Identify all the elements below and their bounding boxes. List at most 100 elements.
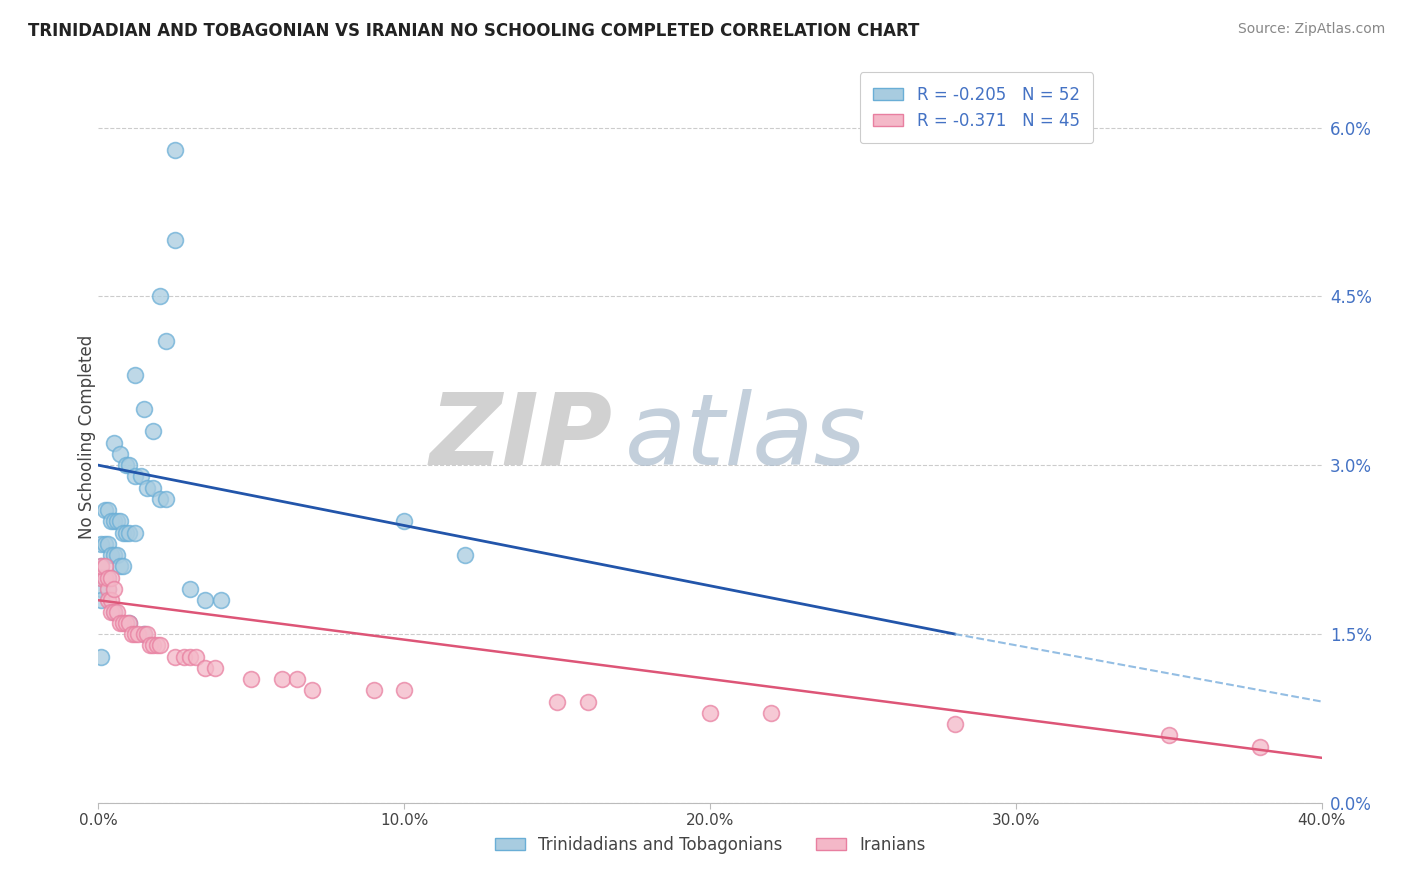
Point [363,683,385,698]
Point [194,661,217,675]
Point [240,672,263,686]
Point [139,638,162,652]
Text: atlas: atlas [624,389,866,485]
Point [108,559,131,574]
Point [93,571,115,585]
Point [103,548,125,562]
Point [103,515,125,529]
Point [90,582,112,596]
Point [576,694,599,708]
Point [90,559,112,574]
Point [179,582,201,596]
Point [118,458,141,473]
Point [155,334,177,349]
Point [111,615,134,630]
Point [103,435,125,450]
Point [127,627,149,641]
Point [186,649,208,664]
Point [108,515,131,529]
Point [145,638,167,652]
Point [136,627,159,641]
Point [100,593,122,607]
Point [93,503,115,517]
Point [392,683,416,698]
Point [93,559,115,574]
Point [270,672,292,686]
Point [100,515,122,529]
Point [111,559,134,574]
Point [115,458,138,473]
Point [90,537,112,551]
Point [134,627,156,641]
Point [97,582,120,596]
Point [149,289,172,303]
Point [1157,728,1180,742]
Point [129,469,152,483]
Point [90,571,112,585]
Point [97,537,120,551]
Point [105,605,128,619]
Point [142,638,165,652]
Point [108,447,131,461]
Point [134,401,156,416]
Point [134,627,156,641]
Point [142,425,165,439]
Text: ZIP: ZIP [429,389,612,485]
Point [97,593,120,607]
Point [759,706,782,720]
Point [118,525,141,540]
Point [103,582,125,596]
Point [142,481,165,495]
Point [90,593,112,607]
Point [392,515,416,529]
Point [285,672,308,686]
Point [118,615,141,630]
Point [124,469,146,483]
Text: Source: ZipAtlas.com: Source: ZipAtlas.com [1237,22,1385,37]
Point [100,605,122,619]
Point [124,525,146,540]
Point [699,706,721,720]
Point [97,571,120,585]
Point [546,694,568,708]
Point [97,503,120,517]
Point [97,571,120,585]
Point [93,571,115,585]
Point [115,615,138,630]
Point [90,559,112,574]
Point [115,525,138,540]
Point [100,571,122,585]
Point [124,368,146,383]
Point [121,627,143,641]
Point [1249,739,1271,754]
Point [100,548,122,562]
Legend: Trinidadians and Tobagonians, Iranians: Trinidadians and Tobagonians, Iranians [488,829,932,860]
Point [97,582,120,596]
Text: TRINIDADIAN AND TOBAGONIAN VS IRANIAN NO SCHOOLING COMPLETED CORRELATION CHART: TRINIDADIAN AND TOBAGONIAN VS IRANIAN NO… [28,22,920,40]
Point [105,548,128,562]
Point [163,143,186,157]
Point [103,605,125,619]
Point [204,661,226,675]
Point [163,233,186,247]
Point [163,649,186,664]
Y-axis label: No Schooling Completed: No Schooling Completed [79,335,96,539]
Point [111,525,134,540]
Point [301,683,323,698]
Point [90,649,112,664]
Point [105,515,128,529]
Point [93,537,115,551]
Point [209,593,232,607]
Point [124,627,146,641]
Point [136,481,159,495]
Point [454,548,477,562]
Point [118,615,141,630]
Point [194,593,217,607]
Point [173,649,195,664]
Point [179,649,201,664]
Point [149,638,172,652]
Point [90,571,112,585]
Point [103,605,125,619]
Point [149,491,172,506]
Point [155,491,177,506]
